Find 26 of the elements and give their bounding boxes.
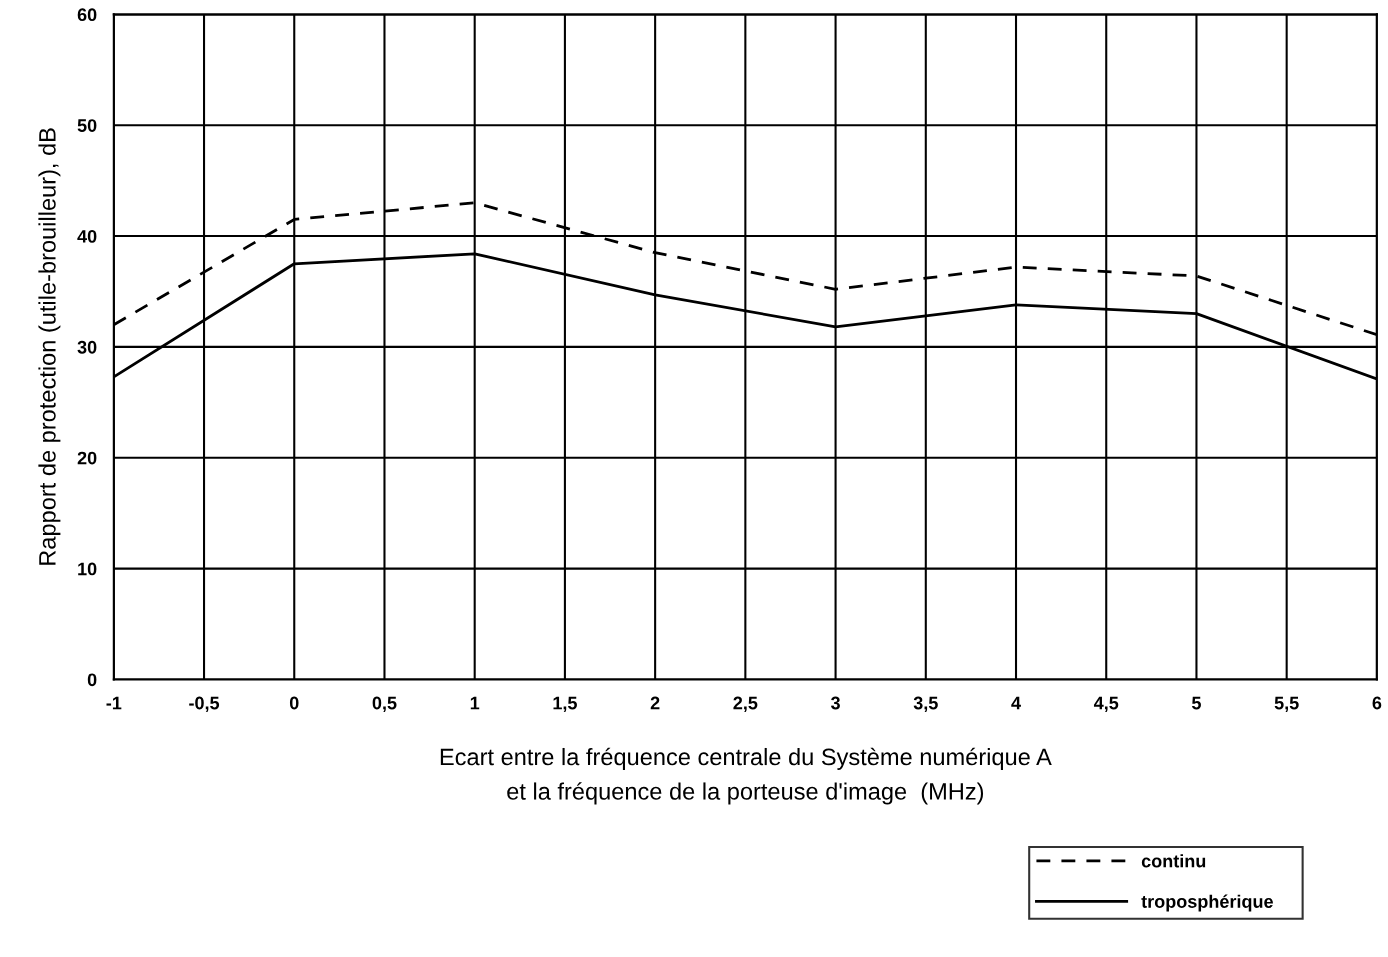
y-tick-label: 0 [87,673,97,687]
x-tick-label: 6 [1372,696,1382,710]
y-tick-label: 40 [77,229,97,243]
x-axis-title: Ecart entre la fréquence centrale du Système numérique A et la fréquence de la porteuse d'image (MHz) [440,747,1052,805]
y-tick-label: 10 [78,562,97,576]
x-tick-label: -0,5 [189,696,220,713]
y-tick-label: 30 [77,340,97,354]
x-tick-label: 4 [1011,696,1021,710]
x-tick-label: 5 [1191,696,1201,710]
x-tick-label: 2 [650,696,660,710]
y-tick-label: 60 [77,8,97,22]
x-tick-label: 1,5 [553,696,577,713]
legend-label: troposphérique [1141,894,1273,912]
x-tick-label: 0,5 [372,696,397,713]
x-tick-label: 5,5 [1274,696,1299,713]
x-tick-label: 3 [830,696,840,710]
legend-label: continu [1141,854,1206,868]
x-tick-label: 0 [289,696,299,710]
x-tick-label: 3,5 [913,696,938,713]
x-tick-label: -1 [106,696,122,710]
y-axis-title: Rapport de protection (utile-brouilleur), dB [38,128,61,565]
x-tick-label: 2,5 [733,696,758,713]
y-tick-label: 20 [77,451,97,465]
x-tick-label: 1 [470,696,480,710]
x-tick-label: 4,5 [1093,696,1119,713]
y-tick-label: 50 [77,119,97,132]
